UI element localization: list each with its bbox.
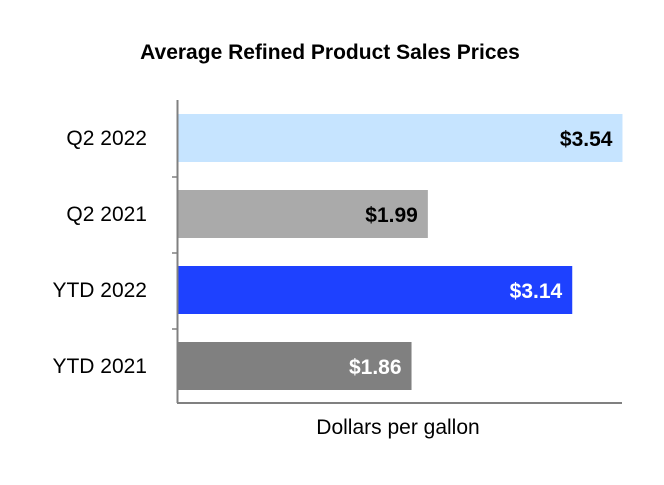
data-label-ytd-2022: $3.14 xyxy=(510,280,563,303)
bar-ytd-2022 xyxy=(178,266,573,314)
bar-q2-2022 xyxy=(178,114,623,162)
bar-group: Q2 2022 $3.54 Q2 2021 $1.99 YTD 2022 $3.14 YTD… xyxy=(52,114,623,390)
category-label-ytd-2021: YTD 2021 xyxy=(52,355,147,378)
x-axis-label: Dollars per gallon xyxy=(316,416,479,439)
y-axis-ticks xyxy=(172,176,178,330)
category-label-ytd-2022: YTD 2022 xyxy=(52,279,147,302)
data-label-q2-2021: $1.99 xyxy=(365,204,418,227)
data-label-q2-2022: $3.54 xyxy=(560,128,613,151)
chart-title: Average Refined Product Sales Prices xyxy=(140,41,520,64)
data-label-ytd-2021: $1.86 xyxy=(349,356,402,379)
category-label-q2-2022: Q2 2022 xyxy=(66,127,147,150)
bar-ytd-2021 xyxy=(178,342,412,390)
bar-q2-2021 xyxy=(178,190,428,238)
category-label-q2-2021: Q2 2021 xyxy=(66,203,147,226)
